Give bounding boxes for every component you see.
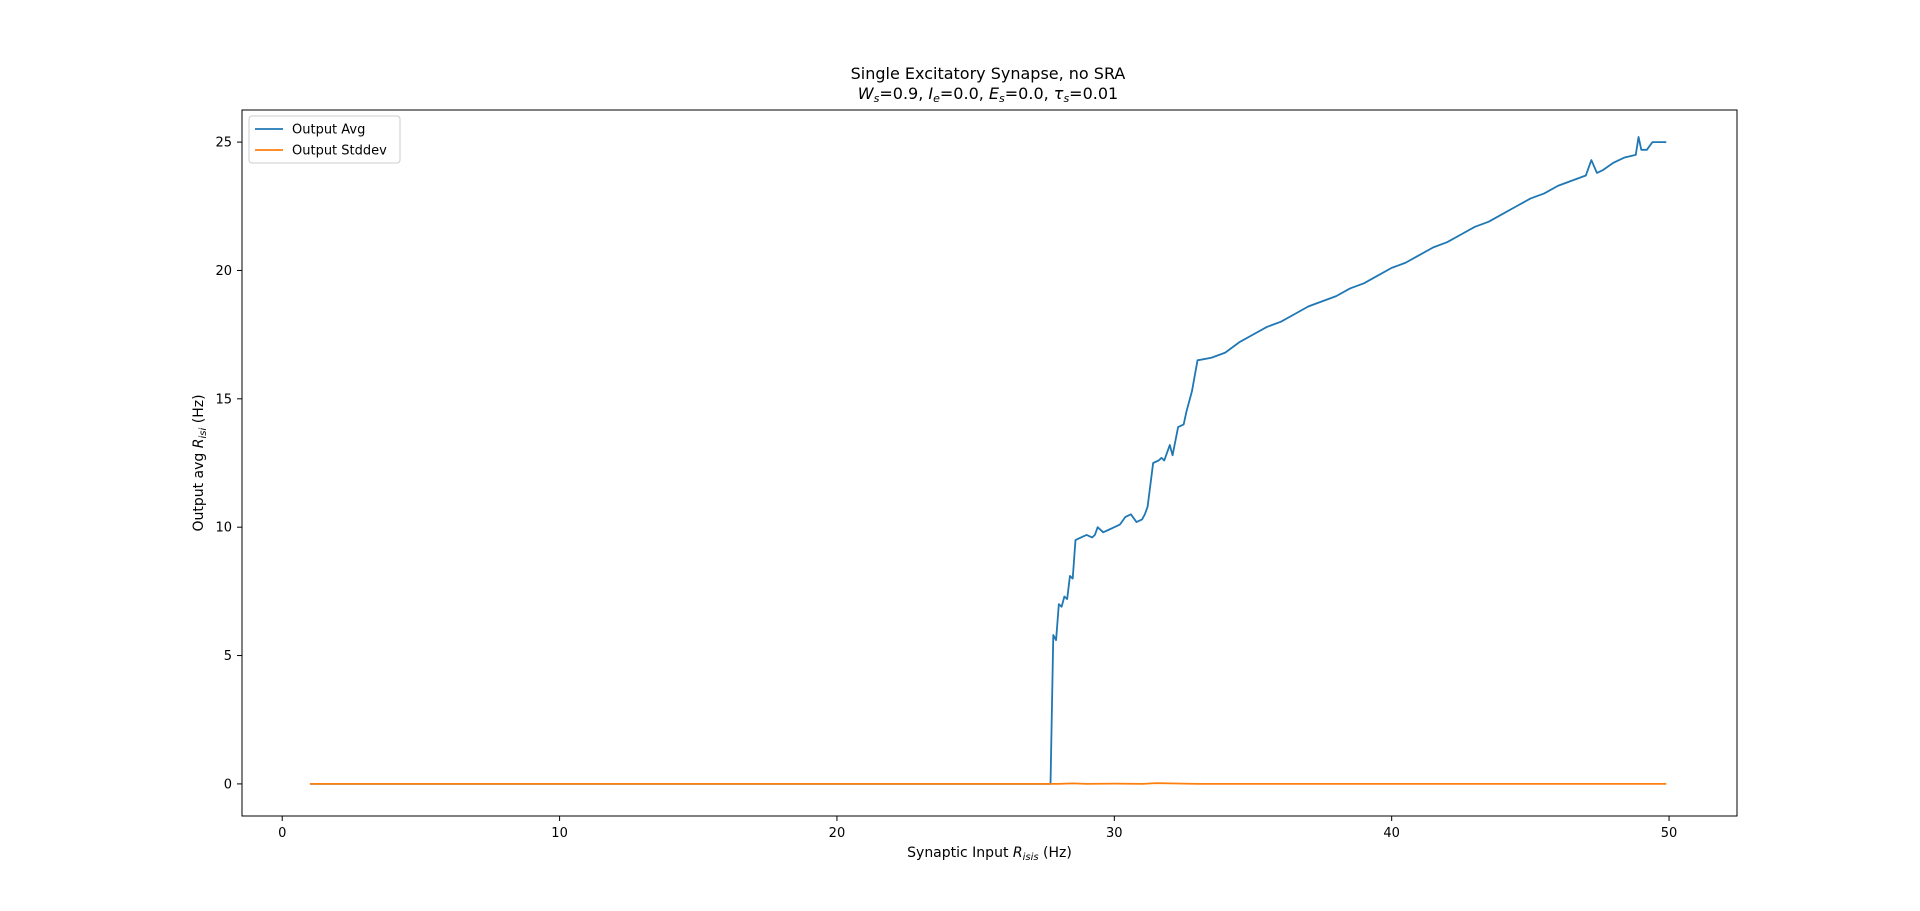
x-tick-label: 30 bbox=[1106, 826, 1123, 841]
series-line-output-stddev bbox=[309, 782, 1667, 785]
x-axis-label: Synaptic Input Risis (Hz) bbox=[907, 845, 1072, 863]
series-layer bbox=[309, 136, 1667, 785]
chart-subtitle: Ws=0.9, Ie=0.0, Es=0.0, τs=0.01 bbox=[858, 84, 1118, 105]
legend-label-output-stddev: Output Stddev bbox=[292, 144, 387, 159]
y-axis-label: Output avg Risi (Hz) bbox=[191, 394, 209, 531]
x-tick-label: 40 bbox=[1383, 826, 1400, 841]
y-tick-label: 10 bbox=[215, 521, 232, 536]
y-tick-label: 25 bbox=[215, 136, 232, 151]
x-tick-label: 20 bbox=[829, 826, 846, 841]
plot-frame bbox=[241, 109, 1738, 817]
chart-title-group: Single Excitatory Synapse, no SRA Ws=0.9… bbox=[851, 64, 1126, 105]
x-tick-label: 0 bbox=[278, 826, 286, 841]
chart-title: Single Excitatory Synapse, no SRA bbox=[851, 64, 1126, 83]
y-tick-label: 0 bbox=[224, 777, 232, 792]
y-tick-label: 20 bbox=[215, 264, 232, 279]
tick-layer: 0 10 20 30 40 50 0 5 10 15 20 25 bbox=[215, 136, 1677, 841]
legend-label-output-avg: Output Avg bbox=[292, 123, 365, 138]
legend: Output Avg Output Stddev bbox=[248, 115, 401, 164]
x-tick-label: 10 bbox=[551, 826, 568, 841]
y-tick-label: 15 bbox=[215, 392, 232, 407]
x-tick-label: 50 bbox=[1661, 826, 1678, 841]
y-tick-label: 5 bbox=[224, 649, 232, 664]
legend-box bbox=[248, 115, 401, 164]
series-line-output-avg bbox=[309, 136, 1667, 785]
